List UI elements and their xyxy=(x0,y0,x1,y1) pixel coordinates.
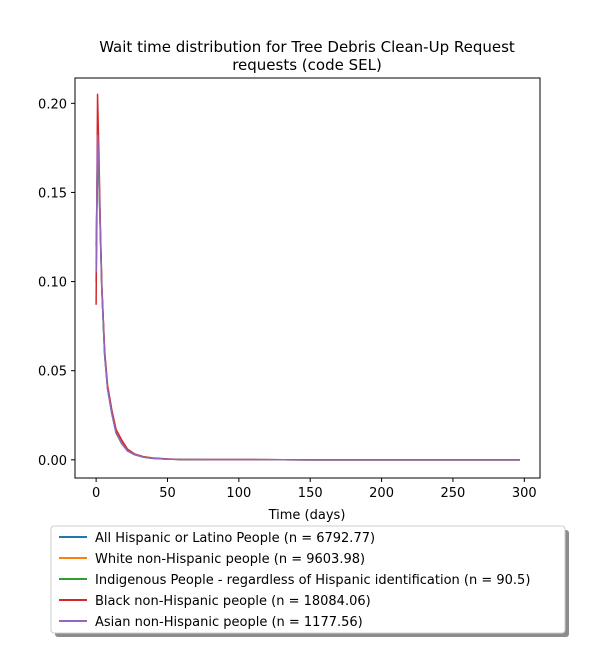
x-tick-label: 50 xyxy=(159,486,176,501)
x-axis-ticks: 0 50 100 150 200 250 300 xyxy=(92,478,537,501)
series-line-5 xyxy=(95,134,521,461)
x-tick-label: 300 xyxy=(512,486,537,501)
legend-label: Black non-Hispanic people (n = 18084.06) xyxy=(95,594,371,609)
legend: All Hispanic or Latino People (n = 6792.… xyxy=(50,525,569,637)
plot-frame xyxy=(74,77,541,479)
legend-label: Indigenous People - regardless of Hispan… xyxy=(95,573,530,588)
legend-box xyxy=(50,525,566,634)
y-tick-label: 0.05 xyxy=(38,365,67,380)
legend-label: All Hispanic or Latino People (n = 6792.… xyxy=(95,531,375,546)
y-axis-ticks: 0.00 0.05 0.10 0.15 0.20 xyxy=(38,97,75,469)
y-tick-label: 0.20 xyxy=(38,97,67,112)
y-tick-label: 0.15 xyxy=(38,186,67,201)
series-layer xyxy=(95,93,521,461)
y-tick-label: 0.10 xyxy=(38,276,67,291)
x-tick-label: 0 xyxy=(92,486,100,501)
legend-label: Asian non-Hispanic people (n = 1177.56) xyxy=(95,615,363,630)
chart-title: Wait time distribution for Tree Debris C… xyxy=(99,38,515,74)
y-tick-label: 0.00 xyxy=(38,454,67,469)
x-tick-label: 100 xyxy=(226,486,251,501)
x-axis-label: Time (days) xyxy=(268,508,346,523)
chart-title-line-2: requests (code SEL) xyxy=(232,56,382,74)
x-tick-label: 200 xyxy=(369,486,394,501)
legend-label: White non-Hispanic people (n = 9603.98) xyxy=(95,552,365,567)
x-tick-label: 150 xyxy=(298,486,323,501)
x-tick-label: 250 xyxy=(441,486,466,501)
plot-area xyxy=(74,77,541,479)
chart-title-line-1: Wait time distribution for Tree Debris C… xyxy=(99,38,515,56)
legend-entries: All Hispanic or Latino People (n = 6792.… xyxy=(59,531,530,630)
